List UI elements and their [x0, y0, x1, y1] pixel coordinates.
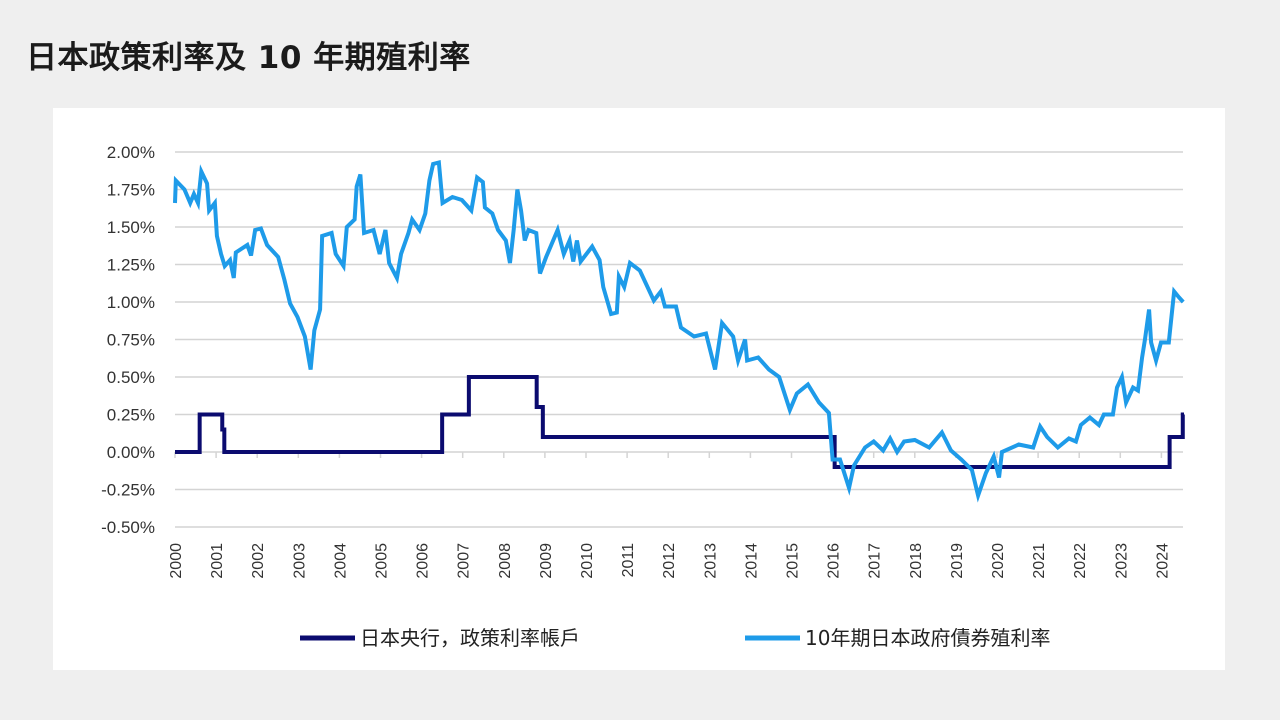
- x-axis-labels: 2000 2001 2002 2003 2004 2005 2006 2007 2008 2009…: [168, 543, 1171, 579]
- x-tick-label: 2023: [1113, 543, 1130, 579]
- x-tick-label: 2002: [250, 543, 267, 579]
- x-tick-label: 2017: [867, 543, 884, 579]
- x-tick-label: 2008: [497, 543, 514, 579]
- x-tick-label: 2024: [1154, 543, 1171, 579]
- x-tick-label: 2007: [456, 543, 473, 579]
- y-tick-label: 0.50%: [107, 368, 155, 387]
- x-tick-label: 2004: [332, 543, 349, 579]
- legend-label: 日本央行，政策利率帳戶: [360, 626, 580, 650]
- x-tick-label: 2009: [538, 543, 555, 579]
- gridlines: [174, 151, 1183, 528]
- y-tick-label: 1.25%: [107, 256, 155, 275]
- legend-label: 10年期日本政府債券殖利率: [805, 626, 1050, 650]
- x-tick-label: 2020: [990, 543, 1007, 579]
- series-line-0: [175, 375, 1185, 469]
- y-tick-label: 0.25%: [107, 406, 155, 425]
- y-tick-label: 0.75%: [107, 331, 155, 350]
- x-tick-label: 2005: [374, 543, 391, 579]
- x-tick-label: 2010: [579, 543, 596, 579]
- x-tick-label: 2022: [1072, 543, 1089, 579]
- series-line-1: [173, 159, 1185, 503]
- y-tick-label: -0.50%: [101, 518, 155, 537]
- x-tick-label: 2021: [1031, 543, 1048, 579]
- x-tick-label: 2012: [661, 543, 678, 579]
- y-tick-label: 1.75%: [107, 181, 155, 200]
- legend: 日本央行，政策利率帳戶 10年期日本政府債券殖利率: [300, 626, 1050, 650]
- y-tick-label: 1.00%: [107, 293, 155, 312]
- legend-item: 日本央行，政策利率帳戶: [300, 626, 580, 650]
- x-tick-label: 2013: [702, 543, 719, 579]
- y-tick-label: -0.25%: [101, 481, 155, 500]
- y-axis-labels: 2.00% 1.75% 1.50% 1.25% 1.00% 0.75% 0.50% 0.25%…: [101, 143, 155, 537]
- x-tick-label: 2006: [415, 543, 432, 579]
- x-tick-label: 2003: [291, 543, 308, 579]
- x-tick-label: 2011: [620, 543, 637, 578]
- x-tick-label: 2016: [826, 543, 843, 579]
- chart-panel: [53, 108, 1225, 670]
- x-tick-label: 2015: [785, 543, 802, 579]
- x-tick-label: 2014: [743, 543, 760, 579]
- y-tick-label: 2.00%: [107, 143, 155, 162]
- y-tick-label: 1.50%: [107, 218, 155, 237]
- legend-item: 10年期日本政府債券殖利率: [745, 626, 1050, 650]
- x-tick-label: 2001: [209, 543, 226, 579]
- x-tick-label: 2019: [949, 543, 966, 579]
- series-lines: [173, 159, 1185, 503]
- page-title: 日本政策利率及 10 年期殖利率: [26, 40, 471, 76]
- y-tick-label: 0.00%: [107, 443, 155, 462]
- x-tick-label: 2000: [168, 543, 185, 579]
- x-tick-label: 2018: [908, 543, 925, 579]
